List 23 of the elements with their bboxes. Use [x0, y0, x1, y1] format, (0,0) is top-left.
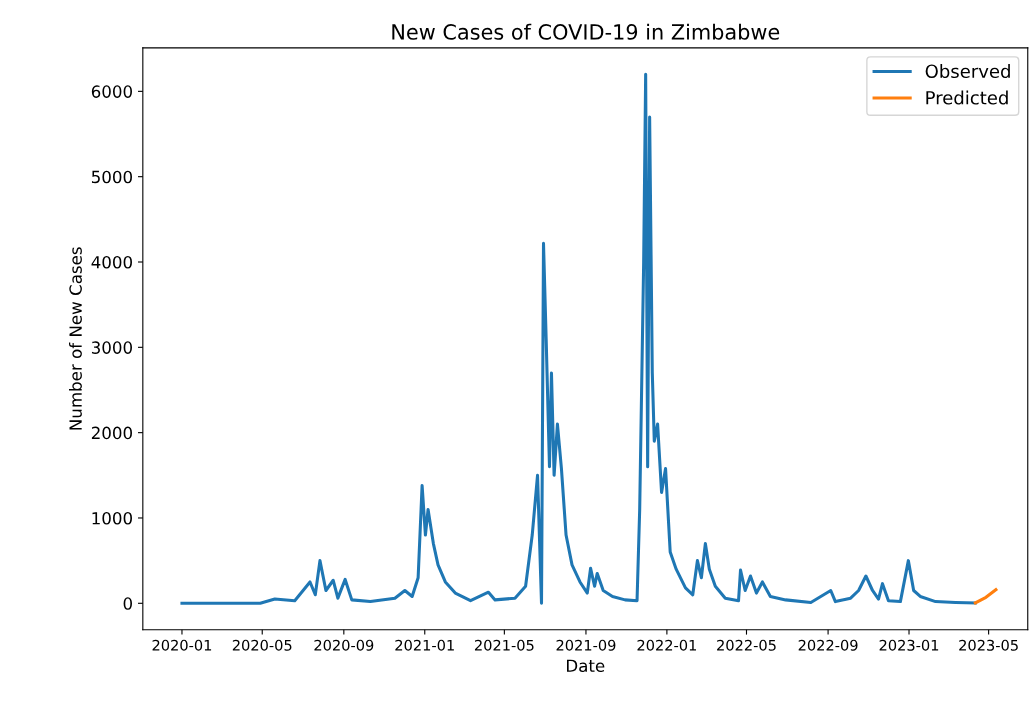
x-tick-label: 2023-01	[879, 639, 939, 651]
y-tick-label: 3000	[91, 341, 132, 354]
y-tick-label: 5000	[91, 170, 132, 184]
y-tick-label: 6000	[91, 85, 132, 98]
chart-title: New Cases of COVID-19 in Zimbabwe	[392, 23, 780, 40]
y-tick-label: 1000	[92, 511, 132, 525]
x-tick-label: 2021-09	[556, 639, 616, 651]
y-tick-label: 2000	[91, 426, 132, 440]
x-tick-label: 2021-01	[395, 639, 454, 651]
x-axis-title: Date	[567, 659, 605, 673]
y-tick-label: 4000	[91, 255, 132, 269]
x-tick-label: 2023-05	[959, 639, 1018, 651]
x-tick-label: 2022-01	[637, 639, 697, 651]
x-tick-label: 2021-05	[474, 639, 534, 651]
x-tick-label: 2020-01	[152, 639, 212, 651]
legend-label: Predicted	[926, 90, 1008, 105]
y-axis-title: Number of New Cases	[69, 247, 82, 430]
x-tick-label: 2020-05	[232, 639, 292, 651]
y-tick-label: 0	[123, 597, 132, 610]
x-tick-label: 2022-09	[798, 639, 858, 651]
x-tick-label: 2022-05	[717, 639, 776, 651]
x-tick-label: 2020-09	[314, 639, 374, 651]
legend-label: Observed	[925, 64, 1010, 79]
